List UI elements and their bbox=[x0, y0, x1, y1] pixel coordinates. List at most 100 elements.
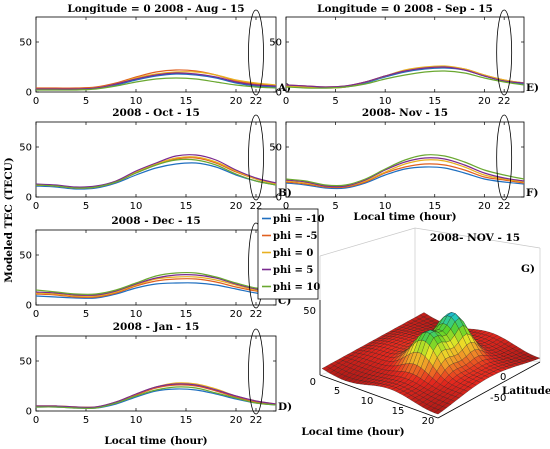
x-tick-label: 15 bbox=[180, 415, 193, 426]
panel-label: B) bbox=[278, 187, 292, 199]
surface-x-label: Local time (hour) bbox=[301, 426, 404, 438]
panel-title: 2008 - Oct - 15 bbox=[112, 107, 200, 119]
x-tick-label: 10 bbox=[130, 96, 143, 107]
axes-frame bbox=[285, 121, 525, 198]
panel-a: Longitude = 0 2008 - Aug - 15 0 5 10 15 20 22 0… bbox=[19, 3, 291, 107]
legend: phi = -10 phi = -5 phi = 0 phi = 5 phi = 10 bbox=[257, 208, 325, 300]
surface-cell bbox=[433, 409, 443, 415]
series-line-4 bbox=[285, 66, 525, 88]
series-line-1 bbox=[35, 162, 277, 190]
axes-frame bbox=[35, 121, 277, 198]
x-tick-label: 22 bbox=[250, 201, 263, 212]
x-tick-label: 22 bbox=[250, 309, 263, 320]
x-tick-label: 20 bbox=[230, 309, 243, 320]
highlight-ellipse bbox=[248, 328, 264, 415]
panel-f: 2008- Nov - 15 0 5 10 15 20 22 0 50 F) Local time … bbox=[269, 107, 538, 223]
y-tick-label: 0 bbox=[26, 88, 32, 99]
x-tick-label: 10 bbox=[379, 96, 392, 107]
legend-box bbox=[257, 208, 319, 300]
y-tick-label: 50 bbox=[19, 38, 32, 49]
y-tick-label: 50 bbox=[269, 143, 282, 154]
highlight-ellipse bbox=[248, 114, 264, 201]
y-tick-label: 50 bbox=[19, 251, 32, 262]
surface-x-tick: 5 bbox=[334, 386, 340, 397]
x-tick-label: 0 bbox=[33, 309, 39, 320]
surface-z-tick: 0 bbox=[310, 377, 316, 388]
panel-label: F) bbox=[526, 187, 538, 199]
surface-mesh bbox=[321, 312, 541, 415]
series-line-5 bbox=[35, 271, 277, 295]
series-line-5 bbox=[35, 158, 277, 189]
x-tick-label: 22 bbox=[250, 96, 263, 107]
surface-y-axis bbox=[437, 361, 541, 419]
x-tick-label: 5 bbox=[332, 201, 338, 212]
surface-x-tick: 10 bbox=[361, 396, 374, 407]
surface-x-axis bbox=[319, 374, 439, 419]
panel-title: 2008 - Dec - 15 bbox=[111, 215, 200, 227]
series-line-3 bbox=[35, 276, 277, 297]
x-tick-label: 20 bbox=[478, 96, 491, 107]
series-line-2 bbox=[35, 384, 277, 408]
y-tick-label: 0 bbox=[26, 193, 32, 204]
axes-frame bbox=[35, 16, 277, 93]
series-line-1 bbox=[35, 282, 277, 299]
y-tick-label: 50 bbox=[19, 357, 32, 368]
panel-d: 2008 - Jan - 15 0 5 10 15 20 22 0 50 D) Local time… bbox=[19, 321, 292, 447]
legend-entry: phi = -5 bbox=[273, 231, 318, 242]
x-tick-label: 22 bbox=[498, 96, 511, 107]
x-tick-label: 0 bbox=[283, 96, 289, 107]
y-tick-label: 50 bbox=[269, 38, 282, 49]
highlight-ellipse bbox=[496, 9, 513, 96]
x-tick-label: 0 bbox=[33, 201, 39, 212]
x-tick-label: 10 bbox=[130, 201, 143, 212]
surface-panel-label: G) bbox=[521, 263, 535, 275]
series-line-5 bbox=[285, 154, 525, 187]
panel-b: 2008 - Oct - 15 0 5 10 15 20 22 0 50 B) bbox=[19, 107, 292, 212]
series-line-2 bbox=[35, 69, 277, 89]
series-line-5 bbox=[36, 77, 277, 91]
x-tick-label: 20 bbox=[230, 96, 243, 107]
series-line-2 bbox=[35, 278, 277, 298]
series-line-4 bbox=[36, 72, 277, 90]
legend-entry: phi = -10 bbox=[273, 214, 325, 225]
y-tick-label: 50 bbox=[19, 143, 32, 154]
surface-title: 2008- NOV - 15 bbox=[430, 232, 520, 244]
x-tick-label: 5 bbox=[83, 96, 89, 107]
series-line-1 bbox=[285, 166, 525, 190]
x-axis-label: Local time (hour) bbox=[353, 211, 456, 223]
surface-x-tick: 20 bbox=[422, 416, 435, 427]
series-line-3 bbox=[36, 71, 277, 90]
series-line-5 bbox=[285, 70, 525, 89]
panel-label: E) bbox=[526, 82, 539, 94]
x-tick-label: 20 bbox=[230, 415, 243, 426]
x-tick-label: 20 bbox=[478, 201, 491, 212]
x-tick-label: 22 bbox=[498, 201, 511, 212]
x-tick-label: 15 bbox=[428, 201, 441, 212]
x-tick-label: 5 bbox=[83, 201, 89, 212]
series-line-4 bbox=[35, 274, 277, 296]
x-tick-label: 15 bbox=[180, 201, 193, 212]
panel-e: Longitude = 0 2008 - Sep - 15 0 5 10 15 20 22 0… bbox=[269, 3, 539, 107]
series-line-2 bbox=[285, 163, 525, 189]
panel-title: Longitude = 0 2008 - Aug - 15 bbox=[67, 3, 244, 15]
panel-label: D) bbox=[278, 401, 292, 413]
x-tick-label: 0 bbox=[283, 201, 289, 212]
x-tick-label: 5 bbox=[83, 415, 89, 426]
x-tick-label: 10 bbox=[379, 201, 392, 212]
legend-entry: phi = 5 bbox=[273, 265, 313, 276]
legend-entry: phi = 0 bbox=[273, 248, 313, 259]
x-tick-label: 5 bbox=[83, 309, 89, 320]
x-tick-label: 10 bbox=[130, 309, 143, 320]
y-tick-label: 0 bbox=[26, 301, 32, 312]
panel-title: Longitude = 0 2008 - Sep - 15 bbox=[317, 3, 493, 15]
series-line-4 bbox=[35, 154, 277, 188]
legend-entry: phi = 10 bbox=[273, 282, 320, 293]
surface-y-tick: 0 bbox=[500, 372, 506, 383]
x-tick-label: 5 bbox=[332, 96, 338, 107]
x-tick-label: 15 bbox=[428, 96, 441, 107]
axes-frame bbox=[35, 335, 277, 412]
highlight-ellipse bbox=[248, 9, 264, 96]
x-tick-label: 22 bbox=[250, 415, 263, 426]
